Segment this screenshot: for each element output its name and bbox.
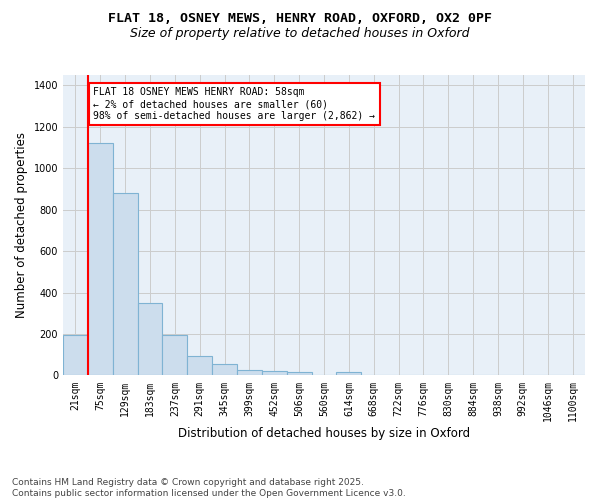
Bar	[88, 144, 113, 376]
Text: FLAT 18 OSNEY MEWS HENRY ROAD: 58sqm
← 2% of detached houses are smaller (60)
98: FLAT 18 OSNEY MEWS HENRY ROAD: 58sqm ← 2…	[94, 88, 376, 120]
Text: Size of property relative to detached houses in Oxford: Size of property relative to detached ho…	[130, 28, 470, 40]
Text: FLAT 18, OSNEY MEWS, HENRY ROAD, OXFORD, OX2 0PF: FLAT 18, OSNEY MEWS, HENRY ROAD, OXFORD,…	[108, 12, 492, 26]
Bar	[137, 303, 163, 376]
Bar	[337, 372, 361, 376]
Bar	[262, 371, 287, 376]
Bar	[63, 335, 88, 376]
Y-axis label: Number of detached properties: Number of detached properties	[15, 132, 28, 318]
Bar	[212, 364, 237, 376]
Bar	[237, 370, 262, 376]
Text: Contains HM Land Registry data © Crown copyright and database right 2025.
Contai: Contains HM Land Registry data © Crown c…	[12, 478, 406, 498]
X-axis label: Distribution of detached houses by size in Oxford: Distribution of detached houses by size …	[178, 427, 470, 440]
Bar	[287, 372, 311, 376]
Bar	[187, 356, 212, 376]
Bar	[113, 193, 137, 376]
Bar	[163, 335, 187, 376]
